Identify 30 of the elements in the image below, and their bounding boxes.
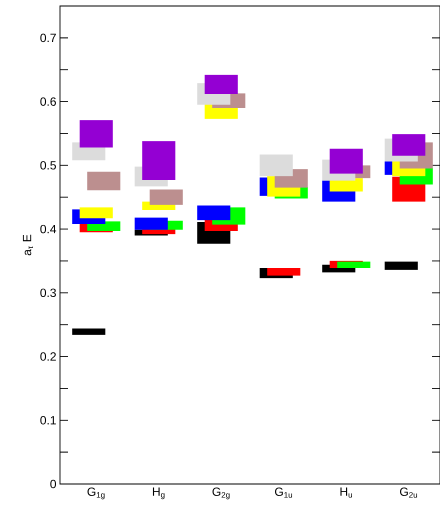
- y-tick-label: 0.4: [40, 224, 56, 234]
- y-tick-label: 0.6: [40, 97, 56, 106]
- y-axis-title: a$_{τ}$ E: [22, 234, 34, 256]
- bar: [330, 148, 363, 174]
- x-tick-label: G$_{1u}$: [275, 488, 292, 498]
- bar: [260, 154, 293, 176]
- bar: [142, 141, 176, 180]
- bar: [134, 218, 168, 230]
- x-tick-label: G$_{2g}$: [212, 488, 230, 500]
- bar: [150, 190, 183, 205]
- bar: [87, 172, 120, 190]
- y-tick-label: 0.1: [40, 416, 56, 424]
- y-tick-label: 0.7: [40, 34, 56, 42]
- y-tick-label: 0.5: [40, 161, 56, 170]
- bar: [197, 205, 230, 220]
- y-tick-label: 0: [50, 480, 56, 488]
- bar: [72, 328, 106, 335]
- x-tick-label: G$_{1g}$: [88, 488, 105, 500]
- y-tick-label: 0.3: [40, 288, 56, 298]
- x-tick-label: H$_{u}$: [340, 488, 352, 498]
- y-tick-label: 0.2: [40, 352, 56, 361]
- bar: [267, 268, 300, 276]
- bar: [80, 120, 113, 148]
- bar: [204, 74, 238, 94]
- bar: [392, 134, 426, 156]
- x-tick-label: G$_{2u}$: [400, 488, 418, 498]
- bar: [80, 207, 113, 218]
- bar: [337, 262, 370, 268]
- bar: [384, 262, 418, 270]
- x-tick-label: H$_{g}$: [152, 488, 165, 500]
